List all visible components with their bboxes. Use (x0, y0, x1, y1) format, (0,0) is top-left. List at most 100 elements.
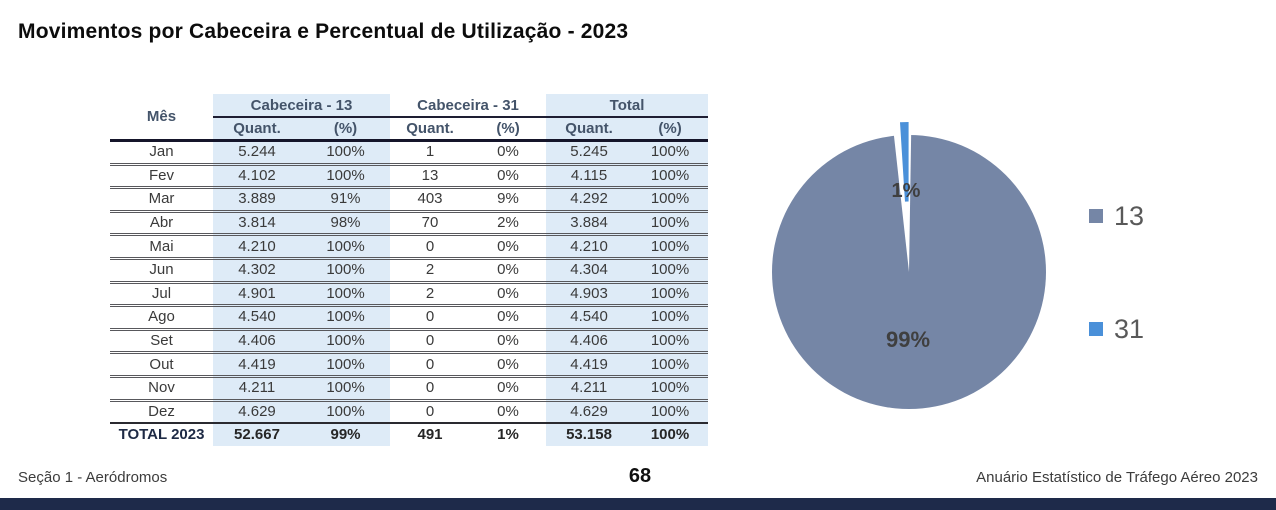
value-cell: 4.302 (213, 258, 301, 284)
value-cell: 100% (301, 258, 391, 284)
value-cell: 0% (470, 329, 547, 355)
value-cell: 4.406 (546, 329, 633, 355)
month-cell: Mar (110, 187, 213, 213)
subheader-quant: Quant. (390, 117, 471, 142)
value-cell: 0 (390, 376, 471, 402)
group-header-cabeceira-31: Cabeceira - 31 (390, 94, 547, 118)
value-cell: 2 (390, 258, 471, 284)
value-cell: 0% (470, 400, 547, 425)
value-cell: 4.901 (213, 282, 301, 308)
value-cell: 4.406 (213, 329, 301, 355)
value-cell: 4.210 (213, 234, 301, 260)
value-cell: 100% (632, 140, 709, 166)
value-cell: 0 (390, 352, 471, 378)
value-cell: 100% (301, 282, 391, 308)
month-cell: Jul (110, 282, 213, 308)
value-cell: 2 (390, 282, 471, 308)
month-cell: Ago (110, 305, 213, 331)
group-header-total: Total (546, 94, 709, 118)
value-cell: 5.245 (546, 140, 633, 166)
value-cell: 100% (301, 400, 391, 425)
value-cell: 4.210 (546, 234, 633, 260)
value-cell: 0% (470, 164, 547, 190)
movements-table: Mês Cabeceira - 13 Cabeceira - 31 Total … (110, 94, 709, 447)
value-cell: 100% (301, 352, 391, 378)
value-cell: 5.244 (213, 140, 301, 166)
table-row: Set 4.406 100% 0 0% 4.406 100% (110, 329, 709, 355)
page-title: Movimentos por Cabeceira e Percentual de… (18, 20, 629, 43)
value-cell: 1% (470, 423, 547, 447)
value-cell: 100% (301, 329, 391, 355)
value-cell: 1 (390, 140, 471, 166)
column-header-month: Mês (110, 94, 213, 142)
value-cell: 100% (632, 352, 709, 378)
month-cell: Nov (110, 376, 213, 402)
legend-label: 13 (1114, 201, 1145, 231)
value-cell: 3.884 (546, 211, 633, 237)
value-cell: 4.540 (546, 305, 633, 331)
legend-label: 31 (1114, 314, 1145, 344)
month-cell: Fev (110, 164, 213, 190)
value-cell: 100% (632, 423, 709, 447)
value-cell: 100% (632, 164, 709, 190)
value-cell: 13 (390, 164, 471, 190)
legend-swatch-icon (1089, 322, 1103, 336)
subheader-pct: (%) (470, 117, 547, 142)
month-cell: Abr (110, 211, 213, 237)
value-cell: 100% (632, 400, 709, 425)
month-cell: Out (110, 352, 213, 378)
pie-chart (772, 122, 1046, 409)
value-cell: 100% (632, 329, 709, 355)
table-row: Out 4.419 100% 0 0% 4.419 100% (110, 352, 709, 378)
table-row: Fev 4.102 100% 13 0% 4.115 100% (110, 164, 709, 190)
value-cell: 4.211 (213, 376, 301, 402)
footer-document-title: Anuário Estatístico de Tráfego Aéreo 202… (976, 469, 1258, 486)
value-cell: 0% (470, 140, 547, 166)
table-row: Abr 3.814 98% 70 2% 3.884 100% (110, 211, 709, 237)
value-cell: 98% (301, 211, 391, 237)
value-cell: 4.419 (546, 352, 633, 378)
value-cell: 9% (470, 187, 547, 213)
table-sub-header-row: Quant. (%) Quant. (%) Quant. (%) (110, 117, 709, 142)
table-row: Mai 4.210 100% 0 0% 4.210 100% (110, 234, 709, 260)
subheader-quant: Quant. (213, 117, 301, 142)
value-cell: 0 (390, 234, 471, 260)
value-cell: 0 (390, 400, 471, 425)
value-cell: 4.629 (213, 400, 301, 425)
value-cell: 4.304 (546, 258, 633, 284)
table-group-header-row: Mês Cabeceira - 13 Cabeceira - 31 Total (110, 94, 709, 142)
value-cell: 4.115 (546, 164, 633, 190)
value-cell: 100% (632, 305, 709, 331)
value-cell: 53.158 (546, 423, 633, 447)
value-cell: 100% (632, 234, 709, 260)
subheader-pct: (%) (632, 117, 709, 142)
subheader-pct: (%) (301, 117, 391, 142)
value-cell: 100% (632, 187, 709, 213)
value-cell: 91% (301, 187, 391, 213)
value-cell: 4.292 (546, 187, 633, 213)
value-cell: 70 (390, 211, 471, 237)
month-cell: Dez (110, 400, 213, 425)
value-cell: 0% (470, 305, 547, 331)
table-row: Jul 4.901 100% 2 0% 4.903 100% (110, 282, 709, 308)
legend-swatch-icon (1089, 209, 1103, 223)
value-cell: 100% (632, 211, 709, 237)
legend-item-13: 13 (1089, 201, 1144, 231)
value-cell: 100% (632, 376, 709, 402)
value-cell: 4.629 (546, 400, 633, 425)
value-cell: 0 (390, 329, 471, 355)
value-cell: 100% (301, 164, 391, 190)
value-cell: 52.667 (213, 423, 301, 447)
value-cell: 2% (470, 211, 547, 237)
value-cell: 0% (470, 258, 547, 284)
pie-label-1pct: 1% (891, 180, 921, 202)
month-cell: Set (110, 329, 213, 355)
month-cell: Jan (110, 140, 213, 166)
value-cell: 99% (301, 423, 391, 447)
page-number: 68 (628, 465, 652, 487)
value-cell: 4.903 (546, 282, 633, 308)
table-row: Jun 4.302 100% 2 0% 4.304 100% (110, 258, 709, 284)
table-row: Mar 3.889 91% 403 9% 4.292 100% (110, 187, 709, 213)
table-row: Jan 5.244 100% 1 0% 5.245 100% (110, 140, 709, 166)
